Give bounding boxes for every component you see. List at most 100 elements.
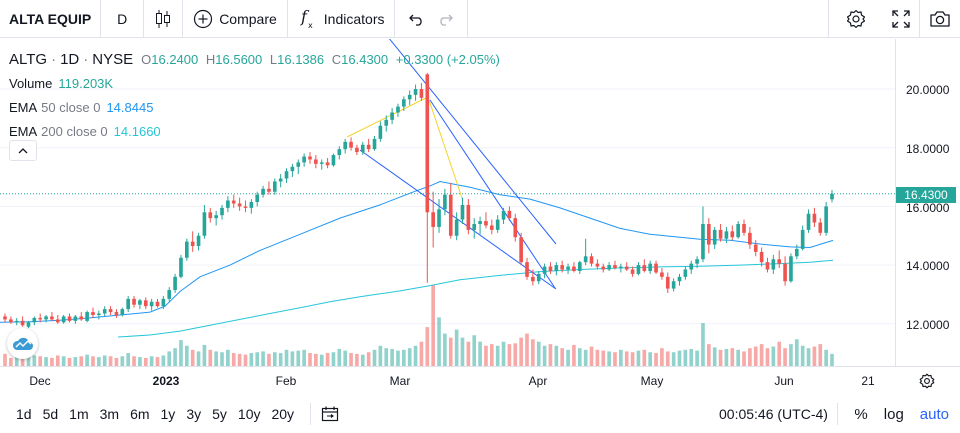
ema50-legend[interactable]: EMA 50 close 0 14.8445: [9, 95, 500, 119]
volume-bar: [683, 349, 688, 366]
separator-dot: ·: [51, 50, 57, 68]
volume-bar: [759, 344, 764, 366]
ema50-name: EMA: [9, 99, 38, 115]
volume-bar: [753, 346, 758, 366]
settings-button[interactable]: [829, 0, 883, 38]
axis-settings-button[interactable]: [919, 373, 935, 394]
divider: [394, 0, 396, 38]
volume-bar: [560, 348, 565, 366]
candle-body: [443, 194, 447, 210]
range-1m[interactable]: 1m: [69, 406, 89, 422]
ema50-args: 50 close 0: [41, 99, 101, 115]
volume-bar: [712, 347, 717, 366]
volume-bar: [619, 349, 623, 366]
volume-bar: [671, 352, 676, 366]
volume-bar: [102, 355, 107, 366]
go-to-date-button[interactable]: [321, 406, 339, 422]
divider: [919, 0, 920, 38]
interval-button[interactable]: D: [117, 10, 128, 27]
volume-legend[interactable]: Volume 119.203K: [9, 71, 500, 95]
volume-bar: [173, 348, 177, 366]
candle-body: [718, 229, 723, 239]
volume-bar: [243, 354, 248, 366]
candle-body: [619, 266, 623, 269]
candle-body: [138, 300, 142, 305]
candle-body: [114, 312, 119, 315]
redo-button[interactable]: [431, 0, 459, 38]
candle-body: [91, 312, 95, 315]
log-scale-toggle[interactable]: log: [883, 405, 904, 423]
ema200-name: EMA: [9, 123, 38, 139]
candle-body: [85, 312, 89, 321]
main-series-legend[interactable]: ALTG · 1D · NYSE O16.2400 H16.5600 L16.1…: [9, 47, 500, 71]
candle-body: [789, 256, 793, 282]
range-1d[interactable]: 1d: [16, 406, 32, 422]
volume-label: Volume: [9, 75, 53, 91]
volume-bar: [501, 341, 506, 366]
volume-bar: [114, 357, 119, 366]
compare-button[interactable]: Compare: [183, 0, 287, 38]
volume-bar: [736, 349, 740, 366]
legend-collapse-button[interactable]: [9, 140, 37, 161]
candle-body: [806, 213, 811, 230]
time-axis[interactable]: Dec 2023 Feb Mar Apr May Jun 21: [0, 366, 960, 395]
separator-dot: ·: [83, 50, 89, 68]
range-5y[interactable]: 5y: [212, 406, 227, 422]
volume-bar: [495, 345, 500, 366]
volume-bar: [97, 357, 101, 366]
chart-pane[interactable]: [0, 36, 895, 366]
candle-body: [372, 138, 377, 150]
bottom-toolbar: 1d 5d 1m 3m 6m 1y 3y 5y 10y 20y 00:05:46…: [0, 395, 960, 433]
range-3m[interactable]: 3m: [99, 406, 120, 422]
fullscreen-button[interactable]: [883, 0, 919, 38]
indicators-button[interactable]: f x Indicators: [288, 0, 395, 38]
symbol-search[interactable]: ALTA EQUIP: [9, 10, 92, 27]
candle-body: [337, 149, 342, 156]
candle-body: [396, 106, 400, 113]
timezone-display[interactable]: 00:05:46 (UTC-4): [719, 406, 828, 422]
auto-scale-toggle[interactable]: auto: [919, 405, 949, 423]
candle-body: [548, 266, 553, 271]
candle-body: [108, 309, 113, 313]
range-3y[interactable]: 3y: [186, 406, 202, 422]
candle-body: [566, 266, 570, 270]
undo-button[interactable]: [403, 0, 431, 38]
legend-exchange: NYSE: [92, 50, 134, 68]
cloud-logo-icon: [12, 337, 33, 350]
volume-bar: [331, 352, 336, 366]
range-10y[interactable]: 10y: [237, 406, 261, 422]
volume-bar: [314, 353, 318, 366]
ema200-legend[interactable]: EMA 200 close 0 14.1660: [9, 119, 500, 143]
range-5d[interactable]: 5d: [42, 406, 59, 422]
chart-style-button[interactable]: [144, 0, 182, 38]
low-value: 16.1386: [277, 51, 325, 67]
volume-bar: [337, 348, 342, 366]
time-tick: Apr: [528, 374, 548, 388]
volume-bar: [484, 345, 488, 366]
ema200-line: [117, 259, 834, 338]
price-chart[interactable]: [0, 36, 895, 366]
candle-body: [665, 276, 670, 289]
candle-body: [525, 262, 529, 277]
volume-bar: [724, 348, 729, 366]
volume-bar: [419, 341, 424, 366]
price-axis[interactable]: 20.0000 18.0000 16.0000 14.0000 12.0000 …: [895, 39, 960, 366]
logo[interactable]: [7, 328, 38, 359]
candle-body: [26, 322, 31, 327]
range-1y[interactable]: 1y: [160, 406, 176, 422]
price-tick: 14.0000: [906, 259, 950, 273]
range-20y[interactable]: 20y: [271, 406, 295, 422]
candle-body: [50, 316, 54, 320]
range-6m[interactable]: 6m: [130, 406, 150, 422]
candle-body: [179, 257, 183, 277]
candle-body: [824, 206, 828, 233]
candle-body: [44, 316, 48, 320]
percent-scale-toggle[interactable]: %: [854, 405, 868, 423]
candle-body: [742, 224, 746, 233]
volume-bar: [402, 349, 406, 366]
snapshot-button[interactable]: [920, 0, 960, 38]
candle-body: [202, 212, 207, 236]
candle-body: [55, 319, 60, 323]
candle-body: [126, 298, 130, 310]
close-value: 16.4300: [341, 51, 389, 67]
